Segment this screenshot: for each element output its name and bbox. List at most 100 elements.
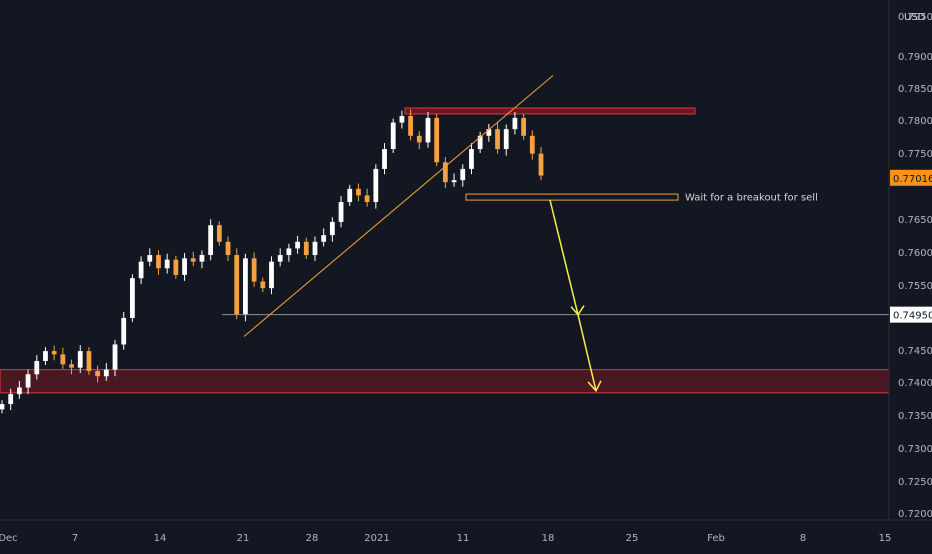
time-tick-label: 14 xyxy=(154,533,167,544)
bullish-candle xyxy=(486,129,492,136)
drawings-layer xyxy=(222,75,889,393)
bearish-candle xyxy=(190,258,196,262)
level-price-tag xyxy=(890,306,932,323)
time-tick-label: 15 xyxy=(879,533,892,544)
time-tick-label: 25 xyxy=(626,533,639,544)
bullish-candle xyxy=(460,168,466,181)
bearish-candle xyxy=(434,117,440,163)
arrow-head xyxy=(570,305,585,316)
bullish-candle xyxy=(147,255,153,262)
bearish-candle xyxy=(51,351,57,355)
bearish-candle xyxy=(173,259,179,275)
price-tick-label: 0.72000 xyxy=(898,509,932,520)
bearish-candle xyxy=(86,351,92,371)
bullish-candle xyxy=(295,241,300,249)
bullish-candle xyxy=(182,258,187,275)
bullish-candle xyxy=(25,374,31,388)
time-tick-label: 18 xyxy=(542,533,555,544)
breakout-annotation-label: Wait for a breakout for sell xyxy=(685,193,818,204)
bullish-candle xyxy=(130,278,135,318)
breakout-zone xyxy=(465,193,679,201)
time-tick-label: 7 xyxy=(72,533,78,544)
bullish-candle xyxy=(199,255,205,262)
time-tick-label: Feb xyxy=(707,533,725,544)
bullish-candle xyxy=(277,255,283,262)
bearish-candle xyxy=(260,281,266,289)
bullish-candle xyxy=(451,180,457,183)
bearish-candle xyxy=(521,117,527,136)
time-tick-label: 2021 xyxy=(364,533,389,544)
bearish-candle xyxy=(416,135,422,143)
bullish-candle xyxy=(329,221,335,236)
target-zone xyxy=(0,369,890,394)
bullish-candle xyxy=(243,258,248,315)
bullish-candle xyxy=(477,135,483,150)
bullish-candle xyxy=(112,344,118,370)
bearish-candle xyxy=(529,135,535,154)
price-tags: 0.77016 0.74950 xyxy=(890,169,932,323)
bullish-candle xyxy=(43,351,48,362)
bearish-candle xyxy=(408,115,413,136)
bullish-candle xyxy=(390,122,396,150)
bullish-candle xyxy=(164,259,170,269)
time-tick-label: 28 xyxy=(306,533,319,544)
bearish-candle xyxy=(60,354,66,365)
bearish-candle xyxy=(251,258,257,282)
level-price-label: 0.74950 xyxy=(893,311,932,322)
bullish-candle xyxy=(469,149,474,169)
candles-layer xyxy=(0,109,544,414)
bullish-candle xyxy=(269,261,274,289)
bullish-candle xyxy=(208,225,214,256)
bullish-candle xyxy=(512,117,518,130)
bearish-candle xyxy=(303,241,309,256)
axes-layer: USD xyxy=(0,0,932,521)
bullish-candle xyxy=(138,261,144,279)
bullish-candle xyxy=(77,351,83,368)
bearish-candle xyxy=(69,364,74,368)
bullish-candle xyxy=(286,248,292,256)
bullish-candle xyxy=(103,369,109,377)
bullish-candle xyxy=(16,387,22,395)
resistance-zone xyxy=(404,107,696,115)
current-price-tag xyxy=(890,169,932,186)
bullish-candle xyxy=(399,115,405,123)
time-tick-label: Dec xyxy=(0,533,18,544)
bullish-candle xyxy=(8,394,14,405)
bearish-candle xyxy=(442,162,448,183)
bearish-candle xyxy=(216,225,222,242)
bullish-candle xyxy=(321,235,327,242)
time-tick-label: 21 xyxy=(237,533,250,544)
bearish-candle xyxy=(495,129,500,150)
bullish-candle xyxy=(338,202,344,222)
bearish-candle xyxy=(225,241,231,256)
currency-label: USD xyxy=(904,12,926,23)
bearish-candle xyxy=(356,188,361,196)
bullish-candle xyxy=(503,129,509,150)
current-price-label: 0.77016 xyxy=(893,174,932,185)
bearish-candle xyxy=(95,370,101,377)
bearish-candle xyxy=(364,195,370,203)
bullish-candle xyxy=(425,117,431,143)
time-tick-label: 8 xyxy=(800,533,806,544)
bullish-candle xyxy=(121,317,127,345)
time-axis-labels: Dec 7 14 21 28 2021 11 18 25 Feb 8 15 xyxy=(0,533,891,544)
bullish-candle xyxy=(34,361,40,375)
time-tick-label: 11 xyxy=(457,533,470,544)
bullish-candle xyxy=(347,188,353,203)
